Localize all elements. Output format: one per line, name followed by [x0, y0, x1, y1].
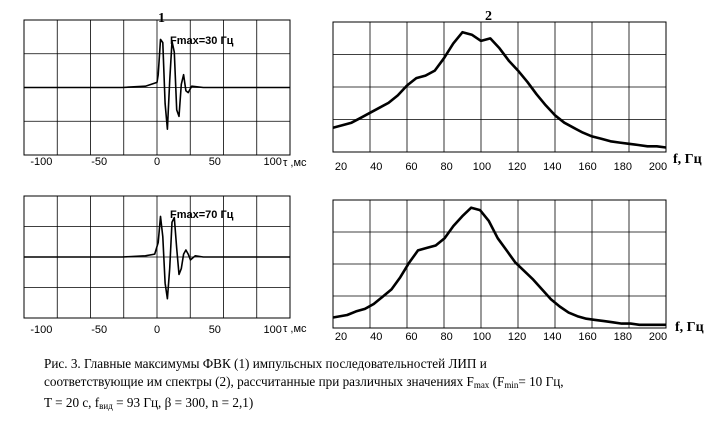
x-tick-label: -50: [91, 324, 107, 336]
fmax-annotation: Fmax=70 Гц: [170, 209, 234, 221]
caption-line-3: T = 20 с, fвид = 93 Гц, β = 300, n = 2,1…: [44, 395, 254, 411]
caption-line-2: соответствующие им спектры (2), рассчита…: [44, 374, 564, 390]
x-tick-label: 180: [614, 331, 632, 343]
x-tick-label: 20: [335, 161, 347, 173]
series-line: [332, 30, 667, 149]
x-tick-label: -100: [30, 324, 52, 336]
x-tick-label: 160: [578, 161, 596, 173]
x-tick-label: 50: [209, 324, 221, 336]
fmax-annotation: Fmax=30 Гц: [170, 35, 234, 47]
x-tick-label: 60: [405, 331, 417, 343]
x-tick-label: 120: [508, 161, 526, 173]
x-axis-label: f, Гц: [673, 152, 702, 167]
chart-ccf-70: -100 -50 0 50 100 τ ,мс Fmax=70 Гц: [23, 195, 307, 336]
x-tick-label: 80: [441, 331, 453, 343]
x-tick-label: 40: [370, 331, 382, 343]
x-tick-label: 100: [473, 331, 491, 343]
chart-ccf-30: -100 -50 0 50 100 τ ,мс Fmax=30 Гц: [23, 19, 307, 169]
series-line: [332, 206, 666, 327]
figure-caption: Рис. 3. Главные максимумы ФВК (1) импуль…: [44, 355, 684, 415]
x-tick-label: 60: [405, 161, 417, 173]
x-tick-label: 200: [649, 331, 667, 343]
chart-spectrum-30: 20 40 60 80 100 120 140 160 180 200 f, Гц: [332, 21, 702, 173]
caption-line-1: Рис. 3. Главные максимумы ФВК (1) импуль…: [44, 356, 487, 371]
x-tick-label: 100: [473, 161, 491, 173]
x-tick-label: 0: [154, 324, 160, 336]
x-axis-label: f, Гц: [675, 320, 704, 335]
x-tick-label: 80: [441, 161, 453, 173]
panel-label-2: 2: [485, 9, 492, 24]
x-tick-label: 140: [543, 331, 561, 343]
series-line: [24, 215, 290, 300]
x-tick-label: 100: [263, 324, 281, 336]
panel-label-1: 1: [158, 11, 165, 26]
x-axis-label: τ ,мс: [283, 157, 307, 169]
x-tick-label: 140: [543, 161, 561, 173]
x-tick-label: 0: [154, 156, 160, 168]
x-tick-label: -50: [91, 156, 107, 168]
x-tick-label: 120: [508, 331, 526, 343]
chart-spectrum-70: 20 40 60 80 100 120 140 160 180 200 f, Гц: [332, 199, 704, 343]
x-tick-label: 200: [649, 161, 667, 173]
x-tick-label: 180: [614, 161, 632, 173]
x-tick-label: 100: [263, 156, 281, 168]
x-tick-label: 40: [370, 161, 382, 173]
x-tick-label: 160: [578, 331, 596, 343]
x-tick-label: 20: [335, 331, 347, 343]
series-line: [24, 38, 290, 130]
x-tick-label: -100: [30, 156, 52, 168]
x-tick-label: 50: [209, 156, 221, 168]
x-axis-label: τ ,мс: [283, 323, 307, 335]
